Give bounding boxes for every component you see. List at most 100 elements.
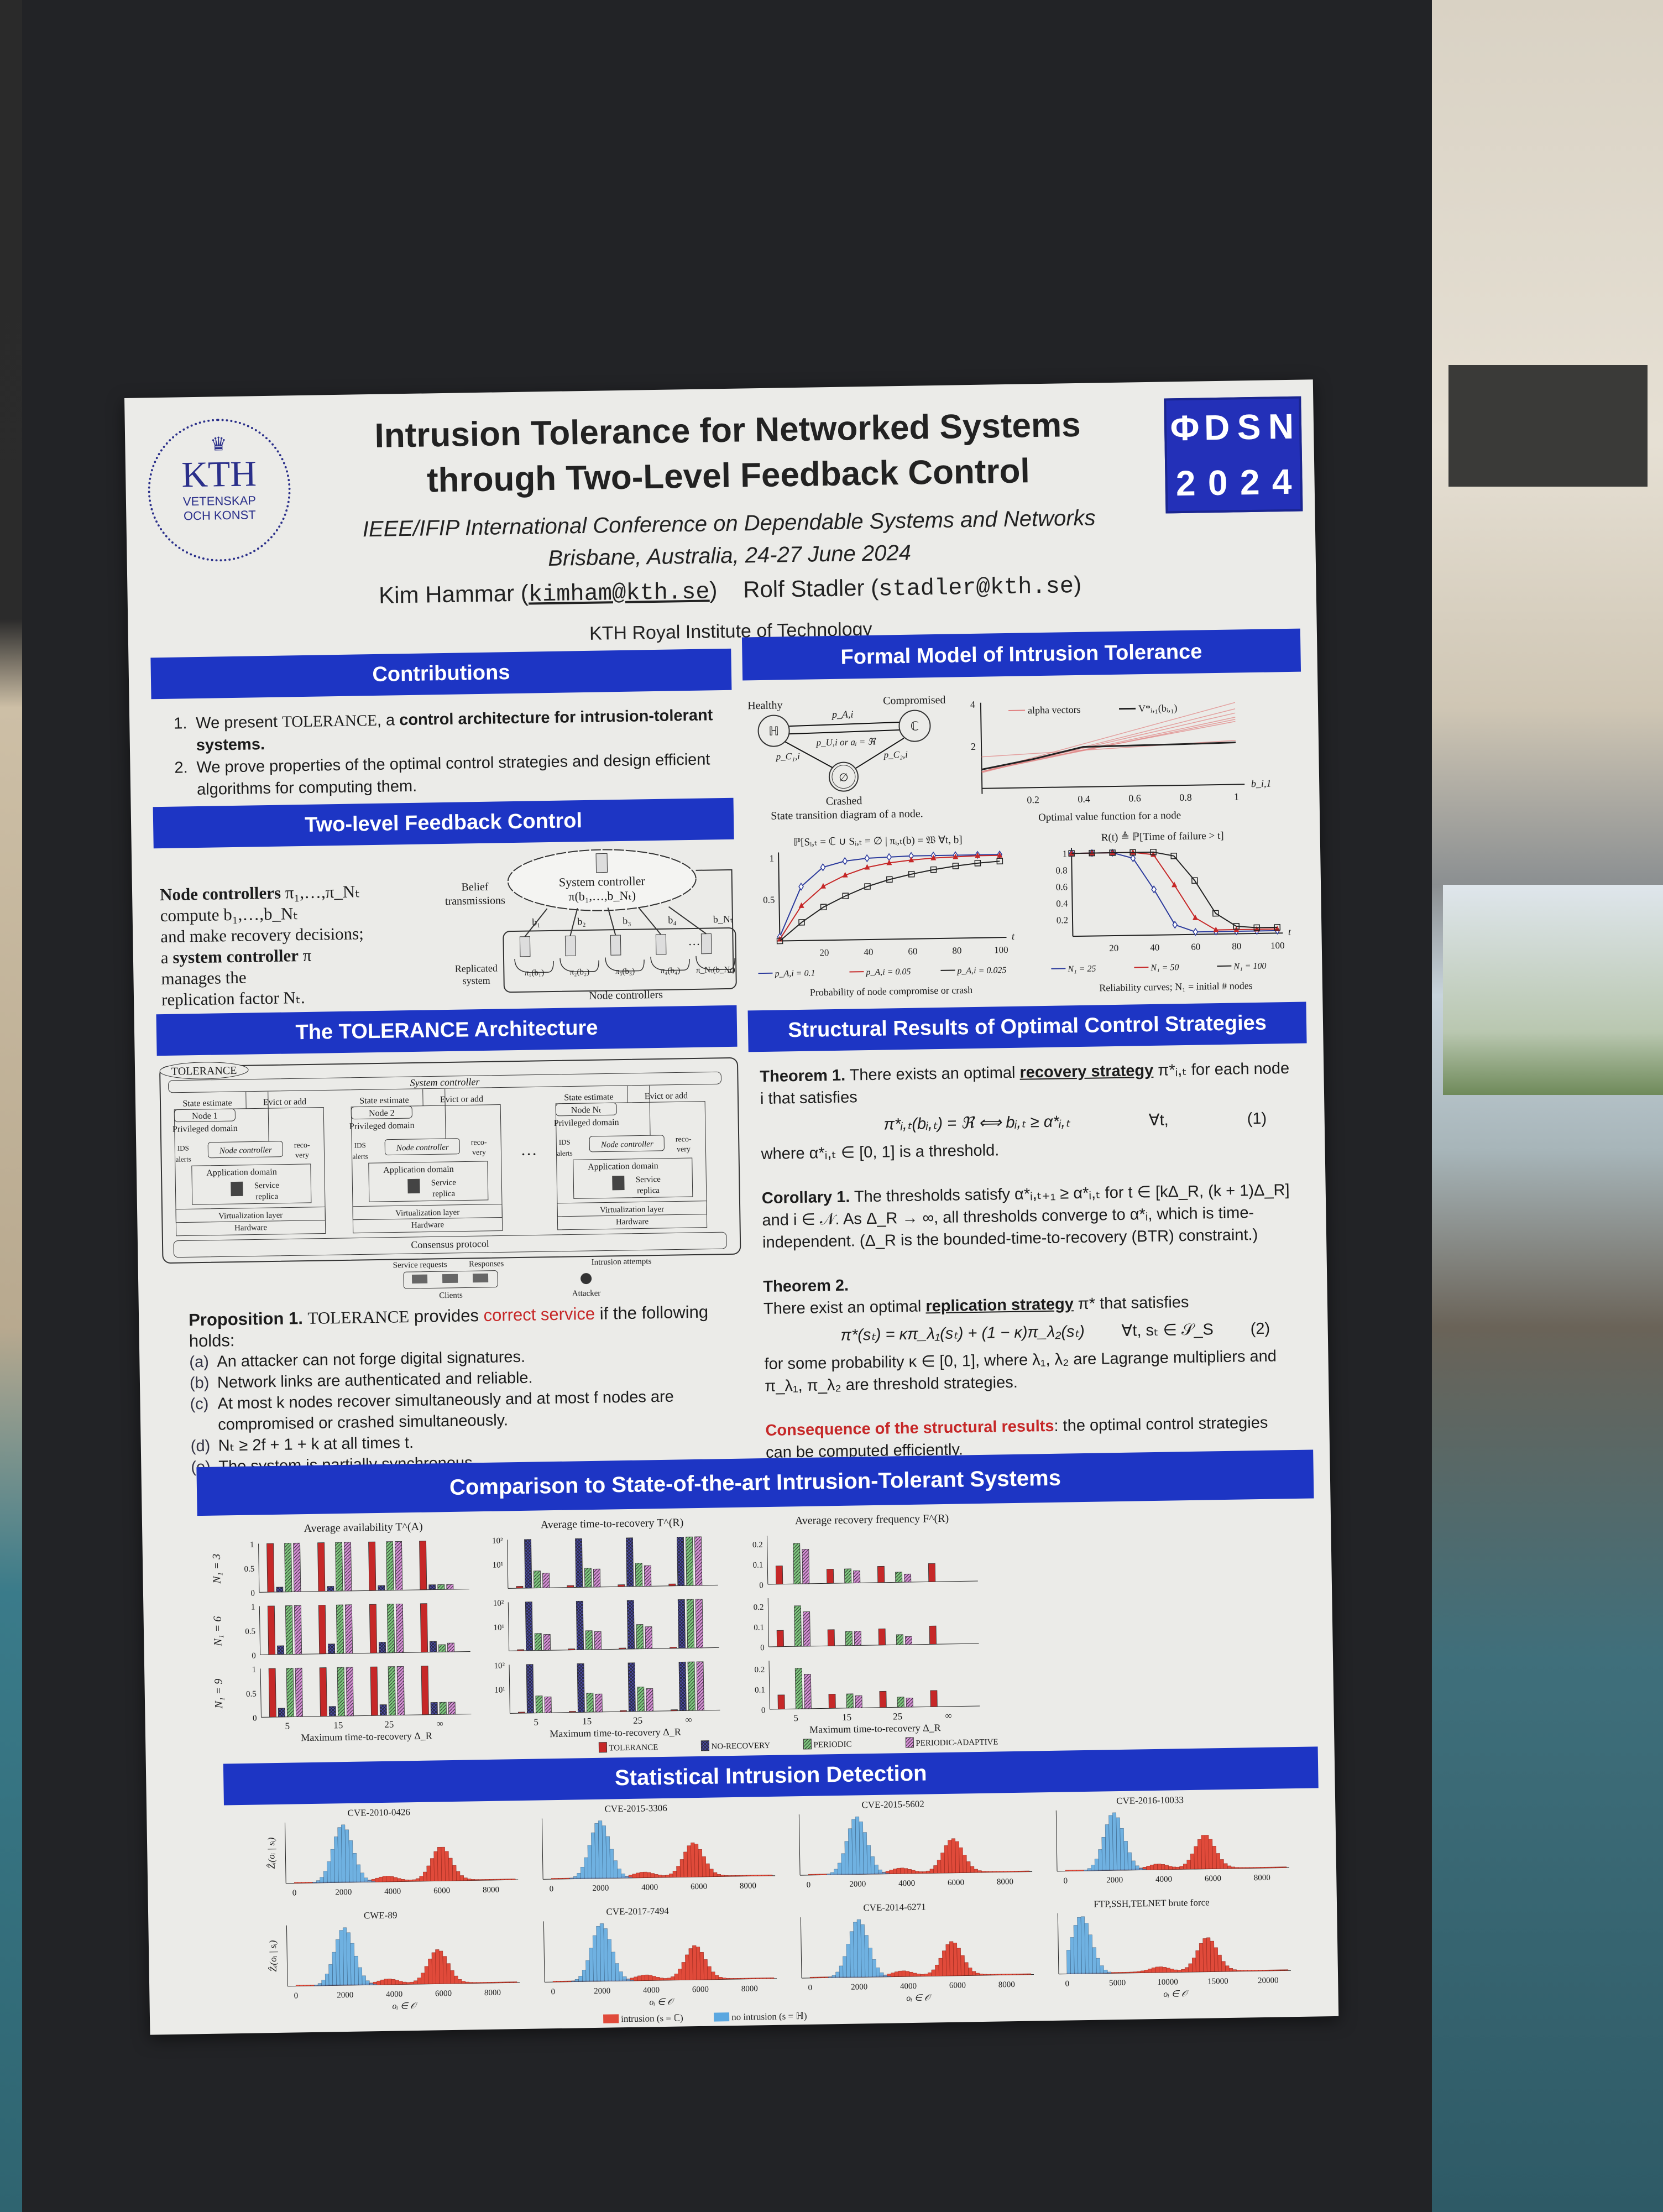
proposition-item: (c) At most k nodes recover simultaneousl… bbox=[190, 1385, 738, 1436]
x-tick-label: 2000 bbox=[335, 1888, 352, 1897]
intrusion-bin bbox=[513, 1981, 517, 1983]
intrusion-bin bbox=[1011, 1871, 1015, 1872]
intrusion-bin bbox=[1240, 1970, 1244, 1971]
clients-box bbox=[403, 1270, 498, 1289]
replica-label: replica bbox=[255, 1192, 278, 1202]
virtualization-label: Virtualization layer bbox=[600, 1205, 664, 1215]
intrusion-bin bbox=[924, 1974, 928, 1976]
intrusion-bin bbox=[641, 1975, 645, 1981]
application-domain-box bbox=[573, 1157, 693, 1199]
intrusion-bin bbox=[1012, 1974, 1017, 1975]
intrusion-bin bbox=[820, 1976, 825, 1978]
x-tick-label: ∞ bbox=[945, 1710, 951, 1721]
no-intrusion-bin bbox=[876, 1967, 880, 1978]
intrusion-bin bbox=[1265, 1969, 1270, 1971]
no-intrusion-bin bbox=[362, 1975, 366, 1985]
x-tick-label: 25 bbox=[384, 1719, 394, 1730]
reliability-chart-x-tick: 100 bbox=[1270, 940, 1285, 951]
intrusion-bin bbox=[951, 1838, 956, 1874]
no-intrusion-bin bbox=[878, 1869, 882, 1875]
feedback-arrow bbox=[695, 869, 734, 973]
consequence-highlight: Consequence of the structural results bbox=[765, 1417, 1054, 1440]
item-number: 1. bbox=[174, 714, 187, 733]
x-tick-label: 15000 bbox=[1207, 1977, 1228, 1986]
clients-label: Clients bbox=[439, 1291, 463, 1301]
no-intrusion-bin bbox=[880, 1972, 884, 1978]
intrusion-bin bbox=[1137, 1971, 1141, 1973]
bar bbox=[396, 1666, 405, 1715]
intrusion-bin bbox=[979, 1974, 984, 1976]
intrusion-bin bbox=[402, 1981, 407, 1985]
no-intrusion-bin bbox=[846, 1944, 851, 1978]
compromise-chart-series-line bbox=[779, 854, 1000, 940]
no-intrusion-bin bbox=[354, 1955, 359, 1986]
bar bbox=[266, 1543, 275, 1593]
reliability-chart-series-line bbox=[1071, 851, 1278, 928]
bar bbox=[534, 1633, 542, 1651]
histogram-y-axis bbox=[798, 1814, 801, 1876]
intrusion-bin bbox=[755, 1978, 760, 1979]
metric-title: Average recovery frequency F^(R) bbox=[795, 1512, 949, 1527]
belief-b-label: b₃ bbox=[623, 915, 631, 926]
reliability-chart-marker bbox=[1213, 926, 1219, 932]
reliability-chart-series-line bbox=[1071, 852, 1278, 933]
compromise-chart-marker bbox=[930, 866, 937, 873]
histogram-y-axis bbox=[1055, 1810, 1058, 1871]
bar bbox=[678, 1661, 687, 1711]
bar bbox=[626, 1600, 635, 1650]
reliability-chart-series-line bbox=[1071, 852, 1278, 931]
intrusion-bin bbox=[1217, 1954, 1222, 1972]
bar bbox=[447, 1642, 455, 1652]
x-tick-label: 1 bbox=[1234, 791, 1239, 802]
intrusion-bin bbox=[303, 1985, 307, 1986]
intrusion-bin bbox=[472, 1982, 477, 1984]
intrusion-bin bbox=[1008, 1974, 1013, 1975]
intrusion-bin bbox=[1247, 1970, 1252, 1971]
intrusion-bin bbox=[990, 1974, 995, 1975]
intrusion-bin bbox=[728, 1875, 732, 1877]
intrusion-bin bbox=[637, 1975, 642, 1981]
author1-email[interactable]: kimham@kth.se bbox=[528, 578, 710, 608]
no-intrusion-bin bbox=[1084, 1923, 1090, 1974]
item-tag: (c) bbox=[190, 1395, 209, 1413]
row-label: N₁ = 3 bbox=[211, 1554, 223, 1584]
y-tick-label: 10¹ bbox=[494, 1686, 505, 1694]
bar bbox=[336, 1604, 344, 1654]
compromised-symbol: ℂ bbox=[911, 719, 919, 733]
y-tick-label: 0 bbox=[252, 1652, 256, 1661]
no-intrusion-bin bbox=[1142, 1869, 1147, 1870]
compromise-chart-marker bbox=[864, 854, 870, 863]
alpha-vector-line bbox=[981, 739, 1236, 758]
intrusion-bin bbox=[1223, 1863, 1228, 1869]
no-intrusion-bin bbox=[312, 1882, 317, 1884]
intrusion-bin bbox=[1264, 1866, 1268, 1869]
intrusion-bin bbox=[1188, 1963, 1193, 1973]
author2-name: Rolf Stadler bbox=[742, 575, 865, 603]
intrusion-bin bbox=[722, 1978, 726, 1980]
intrusion-bin bbox=[955, 1841, 960, 1873]
x-tick-label: 6000 bbox=[691, 1882, 707, 1891]
no-intrusion-bin bbox=[1127, 1852, 1132, 1871]
compromise-chart-y-tick: 0.5 bbox=[763, 895, 775, 905]
no-intrusion-bin bbox=[571, 1980, 576, 1982]
belief-arrow bbox=[569, 907, 578, 936]
reliability-chart-y-tick: 0.8 bbox=[1055, 865, 1068, 875]
y-tick-label: 0 bbox=[250, 1589, 255, 1598]
intrusion-bin bbox=[1179, 1866, 1184, 1870]
x-tick-label: 0.4 bbox=[1078, 794, 1090, 805]
author2-email[interactable]: stadler@kth.se bbox=[878, 573, 1074, 603]
y-axis-label: Ẑᵢ(oᵢ | sᵢ) bbox=[268, 1940, 279, 1972]
compromise-chart-caption: Probability of node compromise or crash bbox=[810, 984, 973, 998]
panel-y-axis bbox=[768, 1660, 770, 1709]
no-intrusion-bin bbox=[1087, 1868, 1091, 1871]
consensus-label: Consensus protocol bbox=[411, 1238, 489, 1250]
intrusion-bin bbox=[977, 1870, 982, 1873]
x-tick-label: 8000 bbox=[741, 1984, 758, 1993]
bar bbox=[896, 1634, 903, 1645]
bar bbox=[576, 1600, 584, 1650]
intrusion-bin bbox=[1194, 1846, 1199, 1870]
bar bbox=[794, 1605, 802, 1647]
x-axis-label: b_i,1 bbox=[1251, 778, 1272, 790]
compromise-chart-marker bbox=[820, 863, 826, 872]
no-intrusion-bin bbox=[859, 1821, 864, 1875]
